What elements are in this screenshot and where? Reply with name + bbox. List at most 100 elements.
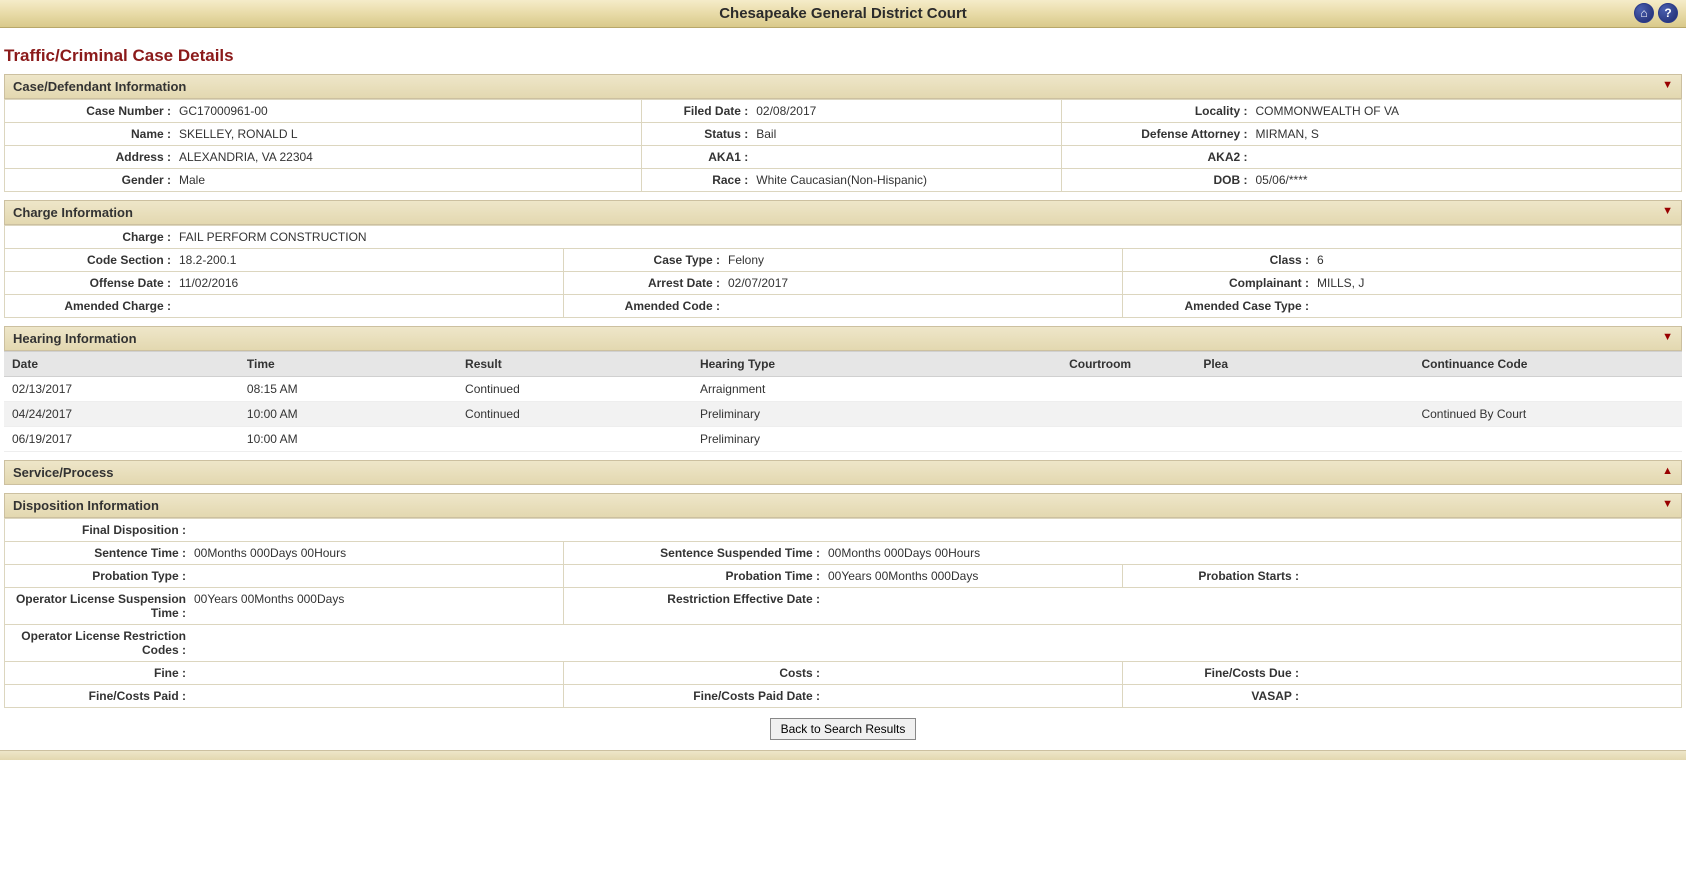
label: Sentence Suspended Time :: [570, 546, 820, 560]
label: Filed Date :: [648, 104, 748, 118]
label: Complainant :: [1129, 276, 1309, 290]
label: Amended Charge :: [11, 299, 171, 313]
cell-continuance: [1413, 377, 1682, 402]
value-vasap: [1303, 689, 1675, 703]
section-hearing: Hearing Information ▼ Date Time Result H…: [4, 326, 1682, 452]
label: Amended Code :: [570, 299, 720, 313]
label: Offense Date :: [11, 276, 171, 290]
value-offense-date: 11/02/2016: [175, 276, 557, 290]
cell-hearing_type: Arraignment: [692, 377, 1061, 402]
value-olr-codes: [190, 629, 1675, 657]
section-title: Hearing Information: [13, 331, 137, 346]
value-aka2: [1252, 150, 1676, 164]
value-fine-costs-due: [1303, 666, 1675, 680]
section-title: Charge Information: [13, 205, 133, 220]
section-header-case-defendant[interactable]: Case/Defendant Information ▼: [4, 74, 1682, 99]
value-amended-charge: [175, 299, 557, 313]
col-continuance: Continuance Code: [1413, 352, 1682, 377]
label: Fine/Costs Due :: [1129, 666, 1299, 680]
label: Costs :: [570, 666, 820, 680]
caret-down-icon: ▼: [1662, 79, 1673, 91]
value-arrest-date: 02/07/2017: [724, 276, 1116, 290]
label: Locality :: [1068, 104, 1248, 118]
page-title: Traffic/Criminal Case Details: [4, 46, 1686, 66]
table-row: 04/24/201710:00 AMContinuedPreliminaryCo…: [4, 402, 1682, 427]
label: Fine/Costs Paid :: [11, 689, 186, 703]
value-status: Bail: [752, 127, 1054, 141]
value-probation-time: 00Years 00Months 000Days: [824, 569, 1116, 583]
table-row: 02/13/201708:15 AMContinuedArraignment: [4, 377, 1682, 402]
charge-table: Charge :FAIL PERFORM CONSTRUCTION Code S…: [4, 225, 1682, 318]
value-amended-case-type: [1313, 299, 1675, 313]
cell-hearing_type: Preliminary: [692, 427, 1061, 452]
value-fine: [190, 666, 557, 680]
court-name: Chesapeake General District Court: [719, 5, 967, 22]
section-header-hearing[interactable]: Hearing Information ▼: [4, 326, 1682, 351]
home-icon[interactable]: ⌂: [1634, 3, 1654, 23]
cell-date: 04/24/2017: [4, 402, 239, 427]
top-bar: Chesapeake General District Court ⌂ ?: [0, 0, 1686, 28]
col-result: Result: [457, 352, 692, 377]
value-name: SKELLEY, RONALD L: [175, 127, 635, 141]
cell-result: Continued: [457, 377, 692, 402]
caret-down-icon: ▼: [1662, 331, 1673, 343]
section-header-service[interactable]: Service/Process ▲: [4, 460, 1682, 485]
value-def-atty: MIRMAN, S: [1252, 127, 1676, 141]
case-defendant-table: Case Number : GC17000961-00 Filed Date : 0…: [4, 99, 1682, 192]
disposition-table: Final Disposition : Sentence Time :00Mon…: [4, 518, 1682, 708]
value-address: ALEXANDRIA, VA 22304: [175, 150, 635, 164]
label: Probation Time :: [570, 569, 820, 583]
value-race: White Caucasian(Non-Hispanic): [752, 173, 1054, 187]
label: Class :: [1129, 253, 1309, 267]
value-aka1: [752, 150, 1054, 164]
cell-courtroom: [1061, 402, 1195, 427]
cell-date: 02/13/2017: [4, 377, 239, 402]
value-costs: [824, 666, 1116, 680]
caret-down-icon: ▼: [1662, 205, 1673, 217]
value-probation-type: [190, 569, 557, 583]
label: Gender :: [11, 173, 171, 187]
cell-plea: [1195, 377, 1413, 402]
help-icon[interactable]: ?: [1658, 3, 1678, 23]
back-to-search-button[interactable]: Back to Search Results: [770, 718, 917, 740]
cell-courtroom: [1061, 427, 1195, 452]
cell-continuance: [1413, 427, 1682, 452]
label: Defense Attorney :: [1068, 127, 1248, 141]
caret-down-icon: ▼: [1662, 498, 1673, 510]
label: Fine/Costs Paid Date :: [570, 689, 820, 703]
col-plea: Plea: [1195, 352, 1413, 377]
label: Probation Starts :: [1129, 569, 1299, 583]
cell-plea: [1195, 402, 1413, 427]
cell-date: 06/19/2017: [4, 427, 239, 452]
value-case-number: GC17000961-00: [175, 104, 635, 118]
section-service: Service/Process ▲: [4, 460, 1682, 485]
label: Sentence Time :: [11, 546, 186, 560]
value-sentence-time: 00Months 000Days 00Hours: [190, 546, 557, 560]
cell-time: 10:00 AM: [239, 427, 457, 452]
cell-hearing_type: Preliminary: [692, 402, 1061, 427]
value-complainant: MILLS, J: [1313, 276, 1675, 290]
value-dob: 05/06/****: [1252, 173, 1676, 187]
cell-result: [457, 427, 692, 452]
value-charge: FAIL PERFORM CONSTRUCTION: [175, 230, 1675, 244]
section-case-defendant: Case/Defendant Information ▼ Case Number…: [4, 74, 1682, 192]
value-fine-costs-paid: [190, 689, 557, 703]
section-disposition: Disposition Information ▼ Final Disposit…: [4, 493, 1682, 708]
col-date: Date: [4, 352, 239, 377]
label: DOB :: [1068, 173, 1248, 187]
label: Status :: [648, 127, 748, 141]
label: Race :: [648, 173, 748, 187]
section-charge: Charge Information ▼ Charge :FAIL PERFOR…: [4, 200, 1682, 318]
footer-bar: [0, 750, 1686, 760]
label: Operator License Restriction Codes :: [11, 629, 186, 657]
label: Arrest Date :: [570, 276, 720, 290]
col-time: Time: [239, 352, 457, 377]
section-title: Service/Process: [13, 465, 113, 480]
cell-time: 10:00 AM: [239, 402, 457, 427]
label: Case Number :: [11, 104, 171, 118]
hearing-header-row: Date Time Result Hearing Type Courtroom …: [4, 352, 1682, 377]
section-header-charge[interactable]: Charge Information ▼: [4, 200, 1682, 225]
value-ols-time: 00Years 00Months 000Days: [190, 592, 557, 620]
section-header-disposition[interactable]: Disposition Information ▼: [4, 493, 1682, 518]
value-sentence-susp: 00Months 000Days 00Hours: [824, 546, 1675, 560]
